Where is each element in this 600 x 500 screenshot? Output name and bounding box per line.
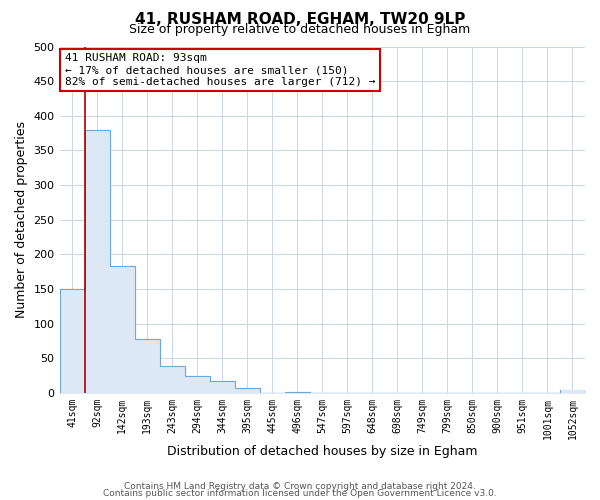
Text: 41 RUSHAM ROAD: 93sqm
← 17% of detached houses are smaller (150)
82% of semi-det: 41 RUSHAM ROAD: 93sqm ← 17% of detached … bbox=[65, 54, 375, 86]
Y-axis label: Number of detached properties: Number of detached properties bbox=[15, 121, 28, 318]
Text: 41, RUSHAM ROAD, EGHAM, TW20 9LP: 41, RUSHAM ROAD, EGHAM, TW20 9LP bbox=[135, 12, 465, 28]
Text: Size of property relative to detached houses in Egham: Size of property relative to detached ho… bbox=[130, 22, 470, 36]
X-axis label: Distribution of detached houses by size in Egham: Distribution of detached houses by size … bbox=[167, 444, 478, 458]
Text: Contains HM Land Registry data © Crown copyright and database right 2024.: Contains HM Land Registry data © Crown c… bbox=[124, 482, 476, 491]
Text: Contains public sector information licensed under the Open Government Licence v3: Contains public sector information licen… bbox=[103, 489, 497, 498]
